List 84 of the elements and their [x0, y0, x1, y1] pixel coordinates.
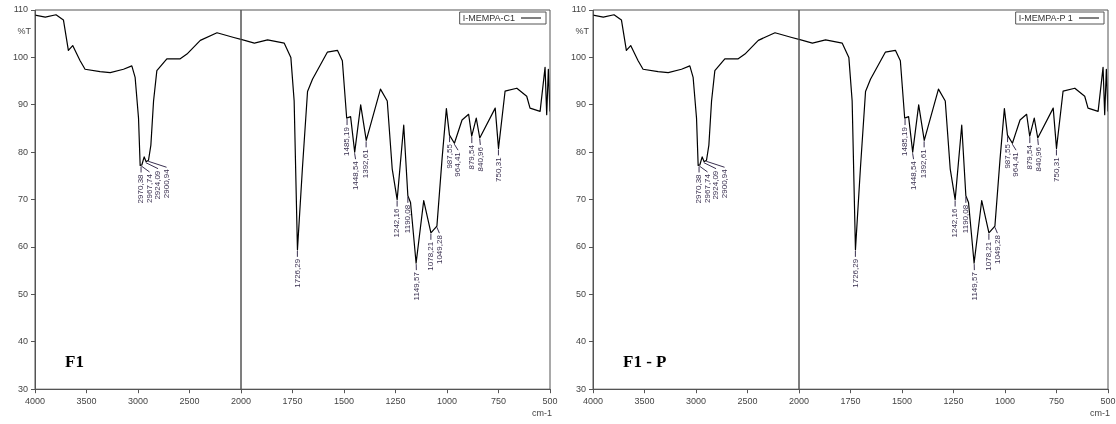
annotation: 1049,28 [434, 234, 444, 265]
y-tick-label: 90 [575, 99, 586, 110]
x-tick-label: 1250 [385, 396, 406, 407]
x-tick-label: 3000 [685, 396, 707, 407]
annotation: 1726,29 [292, 258, 302, 288]
annotation: 2967,74 [702, 173, 712, 203]
annotation: 987,55 [1002, 143, 1012, 169]
annotation: 1190,08 [961, 204, 971, 234]
annotation: 879,54 [467, 144, 477, 170]
annotation: 1149,57 [411, 271, 421, 301]
annotation: 750,31 [1051, 156, 1061, 182]
annotation: 1149,57 [969, 271, 979, 301]
x-tick-label: 750 [490, 396, 507, 407]
x-tick-label: 4000 [582, 396, 604, 407]
annotation: 1485,19 [900, 126, 910, 156]
x-axis-title: cm-1 [1090, 408, 1110, 419]
annotation: 840,96 [1033, 146, 1043, 172]
annotation: F1 [65, 352, 84, 372]
annotation: 1392,61 [919, 148, 929, 179]
y-tick-label: 70 [575, 194, 586, 205]
x-tick-label: 1500 [333, 396, 355, 407]
annotation: 1485,19 [342, 126, 352, 156]
x-tick-label: 2500 [737, 396, 758, 407]
x-tick-label: 3000 [127, 396, 149, 407]
x-tick-label: 500 [542, 396, 558, 407]
y-tick-label: 50 [17, 288, 28, 299]
annotation: 1448,54 [350, 160, 360, 191]
annotation: 964,41 [453, 151, 463, 177]
annotation: 1448,54 [908, 160, 918, 191]
y-axis-title: %T [575, 26, 590, 37]
annotation: 2924,09 [711, 170, 721, 200]
x-tick-label: 750 [1048, 396, 1065, 407]
x-tick-label: 1000 [436, 396, 458, 407]
y-tick-label: 30 [575, 383, 586, 394]
y-tick-label: 60 [575, 241, 586, 252]
y-tick-label: 100 [570, 51, 586, 62]
x-tick-label: 1500 [891, 396, 913, 407]
annotation: 2970,38 [136, 173, 146, 204]
x-tick-label: 2500 [179, 396, 200, 407]
x-tick-label: 1000 [994, 396, 1016, 407]
x-tick-label: 1750 [840, 396, 861, 407]
x-axis-title: cm-1 [532, 408, 552, 419]
annotation: 879,54 [1025, 144, 1035, 170]
x-tick-label: 4000 [24, 396, 46, 407]
legend-label: I-MEMPA-C1 [462, 12, 516, 23]
y-tick-label: 90 [17, 99, 28, 110]
annotation: 1049,28 [992, 234, 1002, 265]
y-tick-label: 70 [17, 194, 28, 205]
x-tick-label: 1250 [943, 396, 964, 407]
annotation: 2924,09 [153, 170, 163, 200]
y-tick-label: 110 [571, 4, 586, 15]
y-tick-label: 80 [575, 146, 586, 157]
annotation: 2900,94 [719, 168, 729, 199]
x-tick-label: 2000 [230, 396, 252, 407]
annotation: 840,96 [475, 146, 485, 172]
annotation: 1242,16 [950, 208, 960, 238]
annotation: F1 - P [623, 352, 667, 372]
x-tick-label: 500 [1100, 396, 1116, 407]
annotation: 1190,08 [403, 204, 413, 234]
annotation: 964,41 [1011, 151, 1021, 177]
y-tick-label: 50 [575, 288, 586, 299]
x-tick-label: 3500 [76, 396, 97, 407]
x-tick-label: 2000 [788, 396, 810, 407]
annotation: 2970,38 [694, 173, 704, 204]
x-tick-label: 3500 [634, 396, 655, 407]
annotation: 987,55 [444, 143, 454, 169]
y-tick-label: 60 [17, 241, 28, 252]
y-tick-label: 30 [17, 383, 28, 394]
annotation: 1392,61 [361, 148, 371, 179]
y-axis-title: %T [17, 26, 32, 37]
annotation: 1078,21 [426, 241, 436, 271]
annotation: 1242,16 [392, 208, 402, 238]
annotation: 2900,94 [161, 168, 171, 199]
y-tick-label: 40 [17, 336, 28, 347]
y-tick-label: 110 [13, 4, 28, 15]
annotation: 750,31 [493, 156, 503, 182]
annotation: 1726,29 [850, 258, 860, 288]
y-tick-label: 40 [575, 336, 586, 347]
y-tick-label: 100 [12, 51, 28, 62]
x-tick-label: 1750 [282, 396, 303, 407]
legend-label: I-MEMPA-P 1 [1018, 12, 1073, 23]
annotation: 1078,21 [984, 241, 994, 271]
y-tick-label: 80 [17, 146, 28, 157]
annotation: 2967,74 [144, 173, 154, 203]
